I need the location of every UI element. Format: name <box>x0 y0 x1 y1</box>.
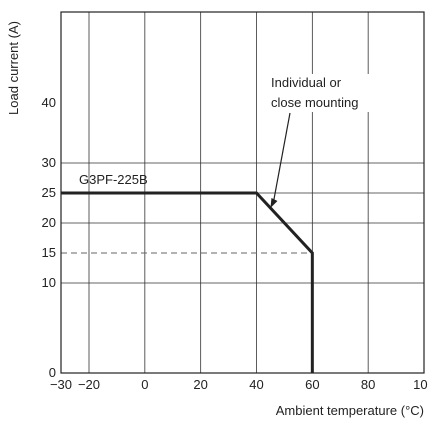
annotation-background <box>266 74 376 112</box>
x-tick-label: −20 <box>78 377 100 392</box>
y-tick-label: 20 <box>42 215 56 230</box>
y-tick-label: 30 <box>42 155 56 170</box>
x-tick-label: 100 <box>413 377 428 392</box>
x-tick-label: 80 <box>361 377 375 392</box>
series-layer: G3PF-225B <box>61 172 314 373</box>
y-axis-label: Load current (A) <box>6 21 21 115</box>
y-tick-label: 40 <box>42 95 56 110</box>
annotation-text: Individual or <box>271 75 342 90</box>
annotation-arrowhead <box>270 198 278 208</box>
series-label: G3PF-225B <box>79 172 148 187</box>
x-tick-labels: −30 −20 0 20 40 60 80 100 <box>50 377 428 392</box>
annotation-text: close mounting <box>271 95 358 110</box>
x-tick-label: 20 <box>193 377 207 392</box>
x-tick-label: −30 <box>50 377 72 392</box>
annotation-leader-line <box>272 112 291 203</box>
y-tick-label: 15 <box>42 245 56 260</box>
x-tick-label: 40 <box>249 377 263 392</box>
y-tick-label: 10 <box>42 275 56 290</box>
x-axis-label: Ambient temperature (°C) <box>276 403 424 418</box>
x-tick-label: 0 <box>141 377 148 392</box>
x-tick-label: 60 <box>305 377 319 392</box>
y-tick-labels: 0 10 15 20 25 30 40 <box>42 95 56 380</box>
y-tick-label: 25 <box>42 185 56 200</box>
series-line <box>61 191 314 373</box>
y-tick-label: 0 <box>49 365 56 380</box>
annotation-layer: Individual or close mounting <box>266 74 376 208</box>
